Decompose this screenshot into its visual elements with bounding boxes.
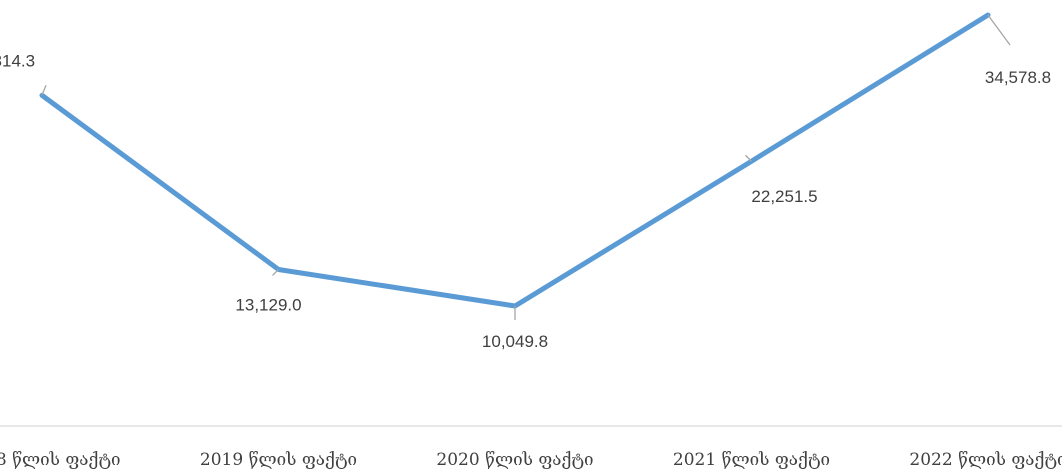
leader-layer <box>41 14 1011 320</box>
x-tick-label: 2022 წლის ფაქტი <box>909 450 1062 470</box>
data-label: 34,578.8 <box>985 68 1051 87</box>
x-tick-label: 2019 წლის ფაქტი <box>200 450 357 470</box>
data-label-layer: 27,814.3 13,129.0 10,049.8 22,251.5 34,578.8 <box>0 51 1051 351</box>
data-label-leader <box>987 14 1011 46</box>
data-label: 10,049.8 <box>482 332 548 351</box>
x-tick-label: 2020 წლის ფაქტი <box>436 450 593 470</box>
data-label-leader <box>745 154 752 162</box>
series-layer <box>39 12 991 309</box>
data-label-leader <box>272 269 279 276</box>
data-label: 27,814.3 <box>0 51 35 70</box>
series-line <box>39 12 991 309</box>
data-label-leader <box>41 85 47 96</box>
x-tick-label: 2018 წლის ფაქტი <box>0 450 121 470</box>
x-tick-label: 2021 წლის ფაქტი <box>673 450 830 470</box>
x-tick-label-layer: 2018 წლის ფაქტი 2019 წლის ფაქტი 2020 წლის … <box>0 450 1062 470</box>
data-label: 13,129.0 <box>235 295 301 314</box>
data-label: 22,251.5 <box>751 187 817 206</box>
